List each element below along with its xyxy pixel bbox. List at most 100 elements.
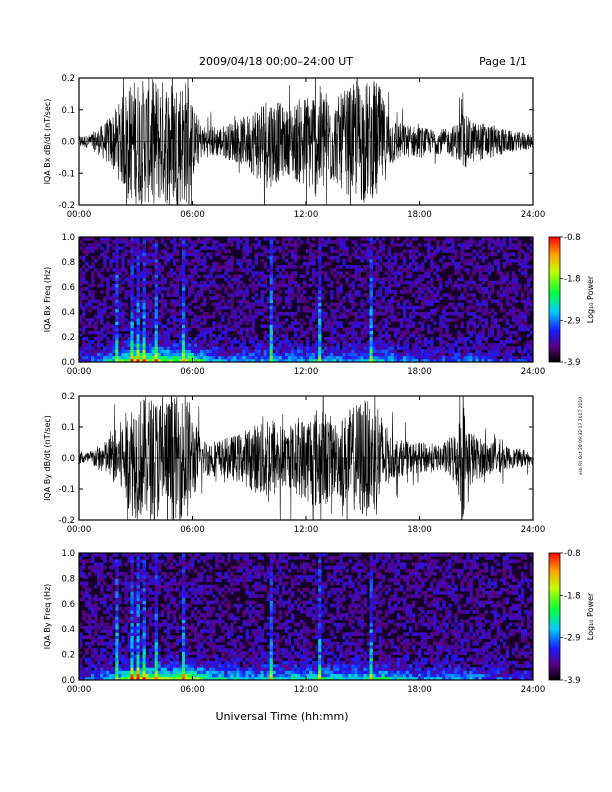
- spectrogram-cell: [94, 243, 98, 247]
- spectrogram-cell: [463, 246, 467, 250]
- spectrogram-cell: [439, 358, 443, 363]
- spectrogram-cell: [151, 581, 156, 586]
- spectrogram-cell: [375, 305, 380, 310]
- spectrogram-cell: [451, 302, 455, 307]
- spectrogram-cell: [526, 280, 531, 285]
- spectrogram-cell: [324, 240, 328, 244]
- spectrogram-cell: [275, 255, 280, 260]
- spectrogram-cell: [354, 346, 358, 350]
- spectrogram-cell: [230, 352, 234, 357]
- spectrogram-cell: [487, 355, 492, 360]
- spectrogram-cell: [215, 287, 219, 291]
- spectrogram-cell: [484, 324, 488, 329]
- spectrogram-cell: [257, 340, 261, 344]
- spectrogram-cell: [115, 645, 119, 649]
- spectrogram-cell: [82, 654, 86, 659]
- spectrogram-cell: [175, 293, 180, 297]
- spectrogram-cell: [327, 358, 331, 363]
- spectrogram-cell: [118, 349, 122, 354]
- spectrogram-cell: [366, 330, 370, 335]
- spectrogram-cell: [445, 312, 449, 316]
- spectrogram-cell: [318, 324, 322, 329]
- spectrogram-cell: [181, 664, 186, 668]
- spectrogram-cell: [375, 346, 380, 350]
- spectrogram-cell: [181, 670, 186, 675]
- spectrogram-cell: [85, 252, 89, 257]
- spectrogram-cell: [381, 237, 386, 241]
- spectrogram-cell: [390, 265, 395, 269]
- spectrogram-cell: [115, 293, 119, 297]
- spectrogram-cell: [151, 667, 156, 671]
- spectrogram-cell: [393, 315, 398, 319]
- spectrogram-cell: [315, 308, 319, 313]
- spectrogram-cell: [366, 258, 370, 263]
- spectrogram-cell: [154, 265, 159, 269]
- spectrogram-cell: [181, 252, 186, 257]
- spectrogram-cell: [194, 252, 198, 257]
- spectrogram-cell: [175, 562, 180, 567]
- spectrogram-cell: [399, 318, 404, 322]
- spectrogram-cell: [309, 346, 313, 350]
- spectrogram-cell: [290, 321, 295, 325]
- spectrogram-cell: [145, 635, 150, 640]
- spectrogram-cell: [136, 651, 140, 655]
- spectrogram-cell: [484, 305, 488, 310]
- spectrogram-cell: [293, 340, 298, 344]
- spectrogram-cell: [151, 603, 156, 608]
- spectrogram-cell: [130, 315, 134, 319]
- spectrogram-cell: [124, 648, 128, 652]
- spectrogram-cell: [88, 629, 92, 633]
- spectrogram-cell: [254, 246, 258, 250]
- spectrogram-cell: [118, 664, 122, 668]
- spectrogram-cell: [91, 290, 95, 294]
- spectrogram-cell: [312, 302, 316, 307]
- spectrogram-cell: [181, 358, 186, 363]
- spectrogram-cell: [517, 337, 522, 341]
- spectrogram-cell: [133, 676, 137, 681]
- spectrogram-cell: [517, 255, 522, 260]
- spectrogram-cell: [133, 315, 137, 319]
- spectrogram-cell: [417, 296, 422, 300]
- spectrogram-cell: [197, 258, 201, 263]
- spectrogram-cell: [245, 287, 249, 291]
- spectrogram-cell: [327, 346, 331, 350]
- spectrogram-cell: [200, 315, 204, 319]
- spectrogram-cell: [154, 252, 159, 257]
- spectrogram-cell: [324, 243, 328, 247]
- spectrogram-cell: [427, 243, 431, 247]
- spectrogram-cell: [181, 597, 186, 602]
- spectrogram-cell: [172, 346, 177, 350]
- spectrogram-cell: [526, 283, 531, 288]
- spectrogram-cell: [339, 358, 343, 363]
- spectrogram-cell: [175, 352, 180, 357]
- spectrogram-cell: [427, 340, 431, 344]
- spectrogram-cell: [408, 333, 413, 338]
- spectrogram-cell: [272, 287, 277, 291]
- spectrogram-cell: [94, 673, 98, 678]
- spectrogram-cell: [354, 330, 358, 335]
- spectrogram-cell: [97, 635, 101, 640]
- spectrogram-cell: [136, 619, 140, 624]
- spectrogram-cell: [124, 333, 128, 338]
- spectrogram-cell: [508, 337, 513, 341]
- spectrogram-cell: [194, 243, 198, 247]
- spectrogram-cell: [272, 293, 277, 297]
- spectrogram-cell: [405, 280, 410, 285]
- spectrogram-cell: [178, 243, 183, 247]
- spectrogram-cell: [517, 349, 522, 354]
- spectrogram-cell: [145, 252, 150, 257]
- spectrogram-cell: [112, 591, 116, 595]
- spectrogram-cell: [490, 321, 495, 325]
- spectrogram-cell: [97, 355, 101, 360]
- spectrogram-cell: [203, 337, 207, 341]
- spectrogram-cell: [293, 249, 298, 254]
- spectrogram-cell: [487, 333, 492, 338]
- spectrogram-cell: [457, 355, 461, 360]
- spectrogram-cell: [218, 287, 222, 291]
- spectrogram-cell: [454, 324, 458, 329]
- spectrogram-cell: [184, 606, 189, 611]
- spectrogram-cell: [424, 296, 428, 300]
- spectrogram-cell: [118, 318, 122, 322]
- spectrogram-cell: [115, 606, 119, 611]
- spectrogram-cell: [408, 324, 413, 329]
